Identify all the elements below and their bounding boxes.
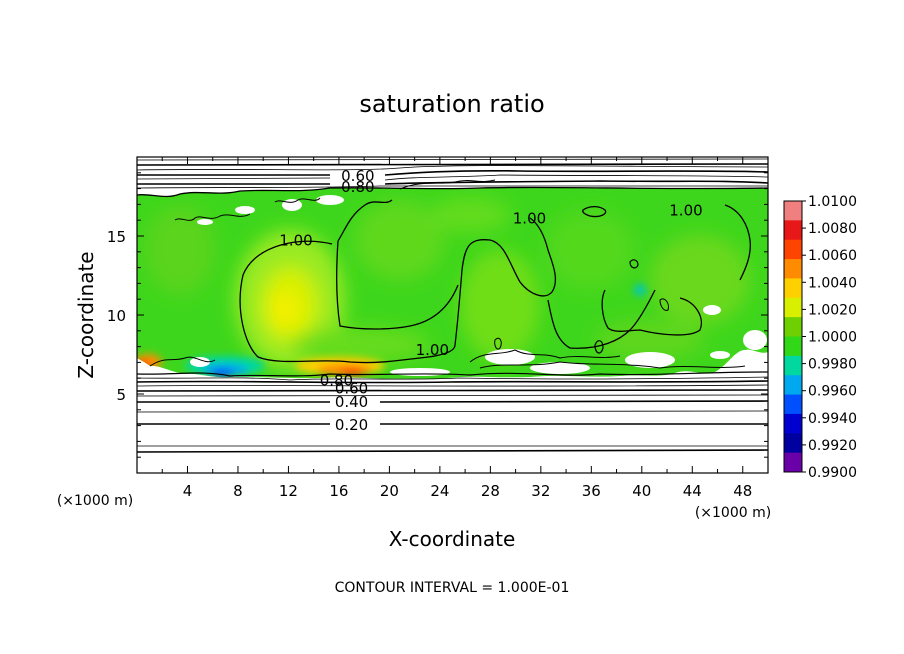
x-unit-label-left: (×1000 m) — [57, 493, 133, 509]
x-tick-label: 4 — [183, 482, 193, 500]
colorbar-label: 1.0000 — [808, 330, 857, 346]
colorbar-label: 1.0040 — [808, 275, 857, 291]
colorbar-segment — [784, 355, 802, 376]
contour-interval-note: CONTOUR INTERVAL = 1.000E-01 — [335, 580, 570, 596]
colorbar-label: 0.9940 — [808, 411, 857, 427]
colorbar-label: 0.9920 — [808, 438, 857, 454]
colorbar-segment — [784, 452, 802, 473]
y-tick-label: 15 — [107, 228, 126, 246]
colorbar-label: 1.0100 — [808, 194, 857, 210]
colorbar-segment — [784, 433, 802, 454]
colorbar-segment — [784, 201, 802, 221]
x-tick-label: 12 — [279, 482, 298, 500]
contour-label: 0.60 — [335, 379, 368, 397]
x-axis-title: X-coordinate — [389, 527, 516, 551]
contour-lines — [137, 158, 768, 453]
x-tick-label: 28 — [481, 482, 500, 500]
contour-label: 1.00 — [416, 341, 449, 359]
x-tick-label: 44 — [683, 482, 702, 500]
colorbar-segment — [784, 413, 802, 434]
colorbar-segment — [784, 297, 802, 318]
colorbar-label: 0.9980 — [808, 357, 857, 373]
x-tick-label: 16 — [329, 482, 348, 500]
x-unit-label-right: (×1000 m) — [695, 505, 771, 521]
contour-label: 1.00 — [279, 232, 312, 250]
y-axis: 5 10 15 — [107, 172, 768, 458]
x-axis: 4 8 12 16 20 24 28 32 36 40 44 48 — [161, 157, 752, 500]
x-tick-label: 32 — [531, 482, 550, 500]
colorbar-label: 0.9900 — [808, 465, 857, 481]
colorbar-label: 1.0020 — [808, 302, 857, 318]
x-tick-label: 20 — [380, 482, 399, 500]
contour-label: 1.00 — [513, 210, 546, 228]
y-tick-label: 10 — [107, 307, 126, 325]
x-tick-label: 48 — [733, 482, 752, 500]
x-tick-label: 8 — [233, 482, 243, 500]
colorbar-segment — [784, 239, 802, 260]
saturation-field — [137, 187, 768, 379]
y-axis-title: Z-coordinate — [74, 251, 98, 378]
y-tick-label: 5 — [116, 386, 126, 404]
colorbar-label: 0.9960 — [808, 384, 857, 400]
x-tick-label: 36 — [582, 482, 601, 500]
colorbar-segment — [784, 375, 802, 396]
contour-label: 0.20 — [335, 416, 368, 434]
contour-label: 0.80 — [320, 372, 353, 390]
colorbar-segment — [784, 278, 802, 299]
contour-label: 0.80 — [341, 178, 374, 196]
colorbar-segment — [784, 317, 802, 337]
contour-label: 1.00 — [669, 202, 702, 220]
colorbar-segment — [784, 259, 802, 279]
x-tick-label: 40 — [632, 482, 651, 500]
chart-title: saturation ratio — [359, 90, 544, 118]
colorbar-segment — [784, 220, 802, 241]
contour-label: 0.40 — [335, 393, 368, 411]
contour-label: 0.60 — [341, 167, 374, 185]
colorbar-label: 1.0060 — [808, 248, 857, 264]
x-tick-label: 24 — [430, 482, 449, 500]
colorbar-label: 1.0080 — [808, 221, 857, 237]
colorbar-segment — [784, 394, 802, 415]
contour-labels: 0.200.400.600.801.001.00 1.001.000.600.80 — [279, 167, 702, 434]
colorbar-segment — [784, 336, 802, 357]
colorbar: 1.0100 1.0080 1.0060 1.0040 1.0020 1.0000 0.99… — [783, 194, 857, 481]
